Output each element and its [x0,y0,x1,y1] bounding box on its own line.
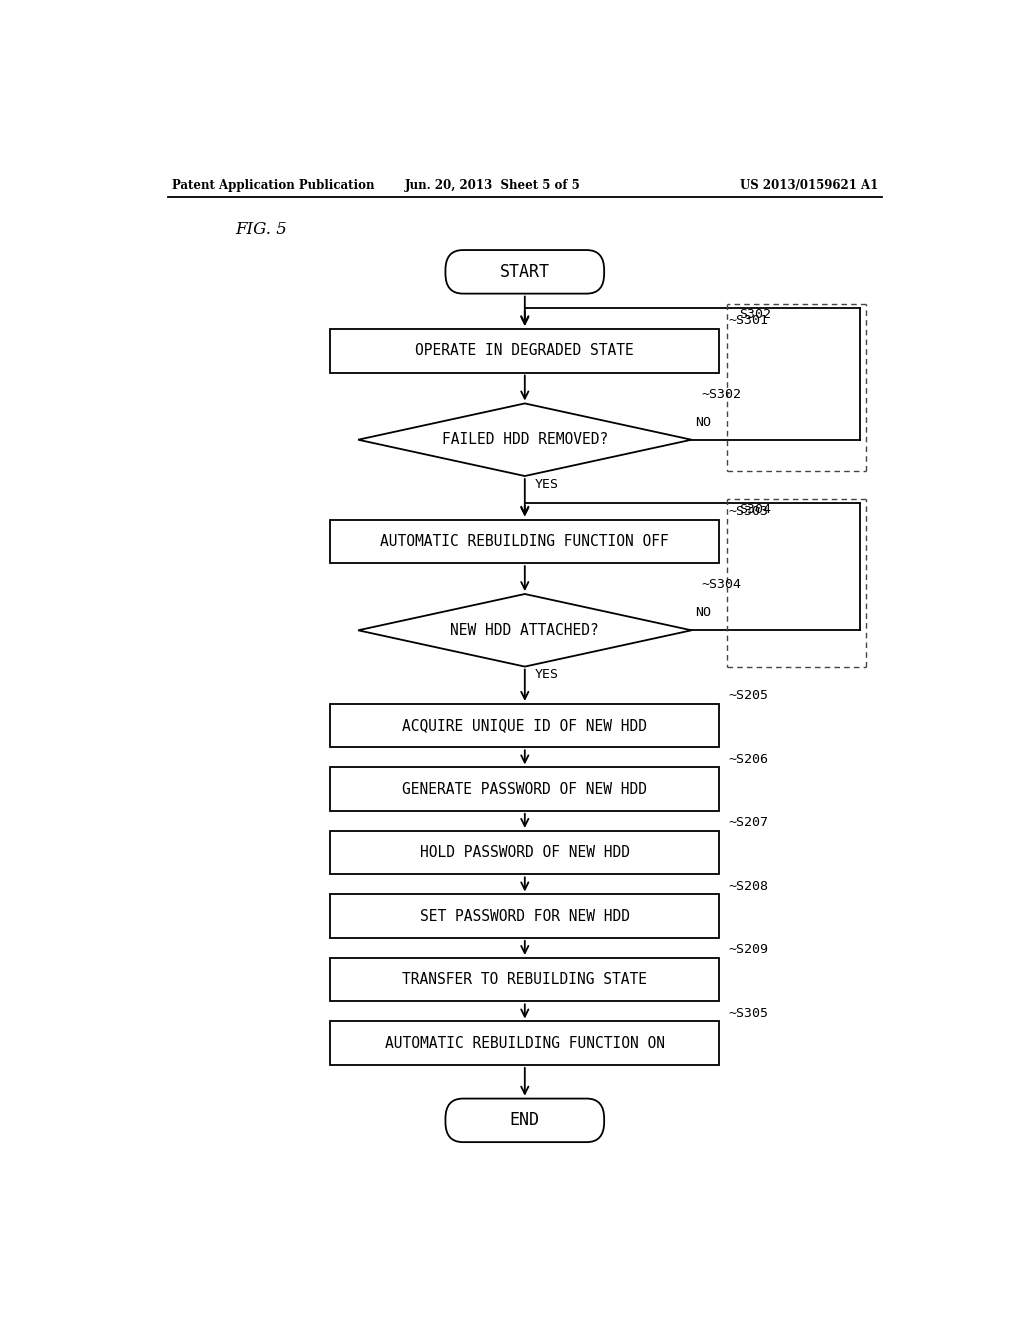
Text: ~S304: ~S304 [701,578,741,591]
Polygon shape [358,594,691,667]
Text: S302: S302 [739,308,771,321]
Text: ACQUIRE UNIQUE ID OF NEW HDD: ACQUIRE UNIQUE ID OF NEW HDD [402,718,647,733]
Polygon shape [358,404,691,477]
Text: OPERATE IN DEGRADED STATE: OPERATE IN DEGRADED STATE [416,343,634,358]
Text: END: END [510,1111,540,1130]
Text: ~S302: ~S302 [701,388,741,401]
Text: NO: NO [695,416,712,429]
Text: AUTOMATIC REBUILDING FUNCTION ON: AUTOMATIC REBUILDING FUNCTION ON [385,1036,665,1051]
Text: GENERATE PASSWORD OF NEW HDD: GENERATE PASSWORD OF NEW HDD [402,781,647,796]
FancyBboxPatch shape [445,249,604,293]
Text: FAILED HDD REMOVED?: FAILED HDD REMOVED? [441,432,608,447]
Text: SET PASSWORD FOR NEW HDD: SET PASSWORD FOR NEW HDD [420,908,630,924]
Text: ~S301: ~S301 [729,314,769,327]
Text: ~S305: ~S305 [729,1007,769,1019]
Text: TRANSFER TO REBUILDING STATE: TRANSFER TO REBUILDING STATE [402,973,647,987]
Text: ~S206: ~S206 [729,752,769,766]
Bar [331,958,719,1002]
Text: Jun. 20, 2013  Sheet 5 of 5: Jun. 20, 2013 Sheet 5 of 5 [406,180,581,193]
Text: ~S208: ~S208 [729,879,769,892]
Text: ~S209: ~S209 [729,942,769,956]
Text: YES: YES [535,668,558,681]
Text: FIG. 5: FIG. 5 [236,220,287,238]
Bar [331,704,719,747]
Text: AUTOMATIC REBUILDING FUNCTION OFF: AUTOMATIC REBUILDING FUNCTION OFF [381,533,669,549]
Text: NEW HDD ATTACHED?: NEW HDD ATTACHED? [451,623,599,638]
Bar [331,520,719,564]
Text: ~S303: ~S303 [729,504,769,517]
Text: ~S207: ~S207 [729,816,769,829]
Text: S304: S304 [739,503,771,516]
Text: START: START [500,263,550,281]
Text: HOLD PASSWORD OF NEW HDD: HOLD PASSWORD OF NEW HDD [420,845,630,861]
Bar [331,830,719,874]
FancyBboxPatch shape [445,1098,604,1142]
Text: ~S205: ~S205 [729,689,769,702]
Bar [331,767,719,810]
Text: US 2013/0159621 A1: US 2013/0159621 A1 [739,180,878,193]
Text: YES: YES [535,478,558,491]
Bar [331,1022,719,1065]
Bar [331,329,719,372]
Bar [331,895,719,939]
Text: Patent Application Publication: Patent Application Publication [172,180,374,193]
Text: NO: NO [695,606,712,619]
